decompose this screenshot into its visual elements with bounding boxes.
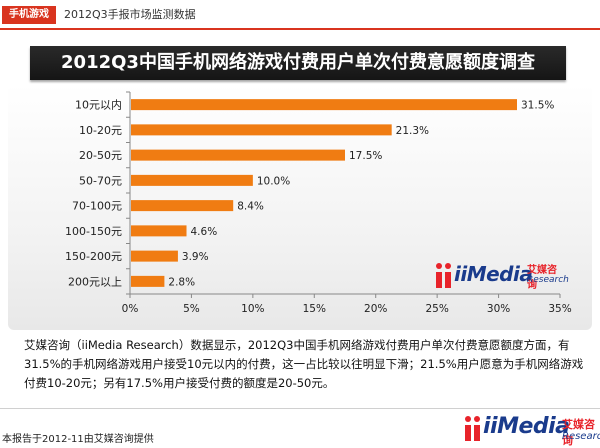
logo-en: Research (562, 431, 600, 442)
x-tick-label: 10% (241, 303, 264, 315)
footer-source: 本报告于2012-11由艾媒咨询提供 (2, 434, 154, 445)
value-label: 17.5% (349, 150, 382, 162)
value-label: 31.5% (521, 100, 554, 112)
value-label: 21.3% (396, 125, 429, 137)
bar-chart: 0% 5% 10% 15% 20% 25% 30% 35% 10元以内 31.5% 10-20元 21… (65, 91, 572, 315)
iimedia-logo-icon (435, 263, 455, 289)
category-label: 70-100元 (72, 200, 122, 213)
watermark-brand: iiMedia (454, 262, 533, 286)
x-tick-label: 35% (548, 303, 571, 315)
category-badge: 手机游戏 (2, 6, 56, 24)
bar (131, 124, 392, 136)
category-label: 200元以上 (68, 275, 122, 288)
bar (131, 250, 178, 262)
header-title: 2012Q3手报市场监测数据 (64, 8, 196, 21)
x-tick-label: 30% (487, 303, 510, 315)
chart-panel: 0% 5% 10% 15% 20% 25% 30% 35% 10元以内 31.5% 10-20元 21… (8, 84, 592, 330)
header-bar: 手机游戏 2012Q3手报市场监测数据 (0, 0, 600, 30)
chart-title: 2012Q3中国手机网络游戏付费用户单次付费意愿额度调查 (30, 46, 566, 80)
value-label: 10.0% (257, 175, 290, 187)
category-label: 20-50元 (79, 149, 122, 162)
value-label: 8.4% (237, 201, 264, 213)
category-label: 10元以内 (75, 98, 122, 112)
logo-brand: iiMedia (483, 414, 570, 439)
category-label: 150-200元 (65, 250, 122, 263)
iimedia-logo-icon (464, 416, 484, 442)
header-divider (0, 28, 600, 30)
x-tick-label: 20% (364, 303, 387, 315)
watermark-en: Research (527, 275, 569, 285)
x-tick-label: 0% (122, 303, 139, 315)
watermark-cn: 艾媒咨询 (527, 265, 557, 291)
bar (131, 99, 517, 111)
chart-watermark: iiMedia 艾媒咨询 Research (435, 259, 569, 293)
analysis-caption: 艾媒咨询（iiMedia Research）数据显示，2012Q3中国手机网络游… (24, 338, 584, 390)
value-label: 2.8% (168, 276, 195, 288)
logo-cn: 艾媒咨询 (562, 418, 595, 447)
value-label: 3.9% (182, 251, 209, 263)
category-label: 50-70元 (79, 174, 122, 187)
footer-logo: iiMedia 艾媒咨询 Research (464, 410, 600, 448)
bar (131, 149, 345, 161)
x-tick-label: 25% (425, 303, 448, 315)
footer-divider (0, 408, 600, 409)
bar (131, 174, 253, 186)
category-label: 10-20元 (79, 124, 122, 137)
category-label: 100-150元 (65, 225, 122, 238)
x-tick-label: 15% (303, 303, 326, 315)
value-label: 4.6% (191, 226, 218, 238)
bar (131, 200, 234, 212)
x-tick-label: 5% (183, 303, 200, 315)
bar (131, 275, 165, 287)
bar (131, 225, 187, 237)
